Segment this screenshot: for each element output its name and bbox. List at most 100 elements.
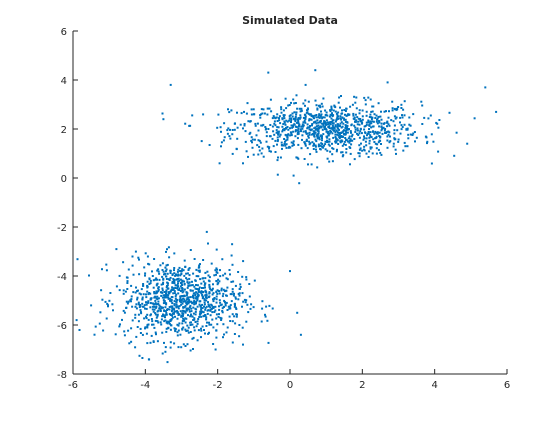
scatter-point	[355, 119, 358, 122]
scatter-point	[215, 336, 218, 339]
scatter-point	[222, 323, 225, 326]
scatter-point	[317, 130, 320, 133]
scatter-points	[75, 69, 498, 364]
scatter-point	[332, 147, 335, 150]
scatter-point	[356, 116, 359, 119]
scatter-point	[198, 316, 201, 318]
scatter-point	[355, 96, 358, 99]
scatter-point	[137, 320, 140, 323]
scatter-point	[301, 134, 304, 137]
scatter-point	[350, 123, 353, 126]
scatter-point	[192, 306, 195, 309]
scatter-point	[213, 311, 216, 313]
scatter-point	[159, 305, 162, 308]
scatter-point	[400, 128, 403, 131]
scatter-point	[242, 300, 245, 303]
scatter-point	[237, 271, 240, 273]
scatter-point	[356, 132, 358, 135]
scatter-point	[123, 334, 126, 337]
scatter-point	[122, 289, 125, 292]
scatter-point	[212, 343, 215, 345]
scatter-point	[400, 124, 403, 127]
scatter-point	[244, 301, 247, 304]
scatter-point	[170, 288, 173, 291]
scatter-point	[161, 291, 164, 294]
scatter-point	[183, 298, 186, 301]
scatter-point	[182, 309, 185, 312]
scatter-point	[241, 292, 244, 295]
scatter-point	[260, 113, 263, 116]
scatter-point	[392, 120, 395, 123]
scatter-point	[245, 320, 248, 323]
scatter-point	[334, 133, 337, 136]
scatter-point	[169, 346, 172, 349]
scatter-point	[354, 126, 357, 129]
scatter-point	[167, 291, 170, 294]
scatter-point	[285, 139, 288, 142]
scatter-point	[148, 278, 151, 281]
scatter-point	[215, 329, 218, 332]
scatter-point	[108, 299, 111, 302]
scatter-point	[192, 348, 194, 350]
scatter-point	[212, 306, 215, 309]
scatter-point	[234, 122, 236, 125]
scatter-point	[297, 117, 300, 120]
scatter-point	[370, 116, 373, 119]
scatter-point	[240, 112, 243, 115]
chart-title: Simulated Data	[242, 14, 338, 27]
scatter-point	[200, 292, 203, 295]
scatter-point	[122, 292, 125, 295]
scatter-point	[250, 108, 253, 111]
scatter-point	[243, 110, 245, 113]
scatter-point	[179, 333, 182, 336]
scatter-point	[171, 316, 174, 319]
scatter-point	[139, 309, 142, 312]
scatter-point	[186, 292, 189, 295]
scatter-point	[176, 323, 179, 326]
scatter-point	[279, 133, 282, 136]
scatter-point	[346, 140, 349, 143]
scatter-point	[181, 328, 184, 331]
scatter-point	[201, 307, 204, 310]
scatter-point	[361, 115, 364, 118]
scatter-point	[293, 102, 296, 105]
scatter-point	[210, 262, 213, 265]
scatter-point	[341, 125, 344, 128]
scatter-point	[397, 138, 400, 141]
scatter-point	[346, 124, 349, 127]
scatter-point	[437, 126, 440, 129]
scatter-point	[130, 284, 133, 287]
scatter-point	[211, 318, 214, 321]
scatter-point	[315, 150, 318, 153]
scatter-point	[214, 269, 217, 272]
scatter-point	[243, 298, 246, 301]
scatter-point	[254, 122, 257, 125]
scatter-point	[328, 160, 331, 163]
scatter-point	[343, 140, 346, 143]
scatter-point	[191, 337, 194, 340]
scatter-point	[135, 286, 137, 289]
scatter-point	[155, 297, 158, 300]
scatter-point	[330, 117, 333, 120]
scatter-point	[224, 272, 227, 275]
scatter-point	[146, 326, 149, 329]
scatter-point	[169, 272, 172, 274]
scatter-point	[272, 130, 275, 133]
scatter-point	[204, 306, 207, 309]
scatter-point	[379, 135, 382, 138]
scatter-point	[266, 319, 269, 322]
scatter-point	[244, 130, 247, 133]
scatter-point	[107, 304, 109, 307]
scatter-point	[203, 298, 206, 301]
scatter-point	[233, 128, 236, 131]
scatter-point	[311, 124, 313, 127]
scatter-point	[228, 135, 231, 138]
scatter-point	[201, 287, 203, 289]
scatter-point	[223, 290, 226, 293]
scatter-point	[177, 268, 180, 271]
scatter-point	[357, 152, 360, 155]
scatter-point	[183, 288, 186, 291]
scatter-point	[137, 313, 140, 316]
scatter-point	[289, 134, 292, 137]
scatter-point	[328, 140, 331, 143]
